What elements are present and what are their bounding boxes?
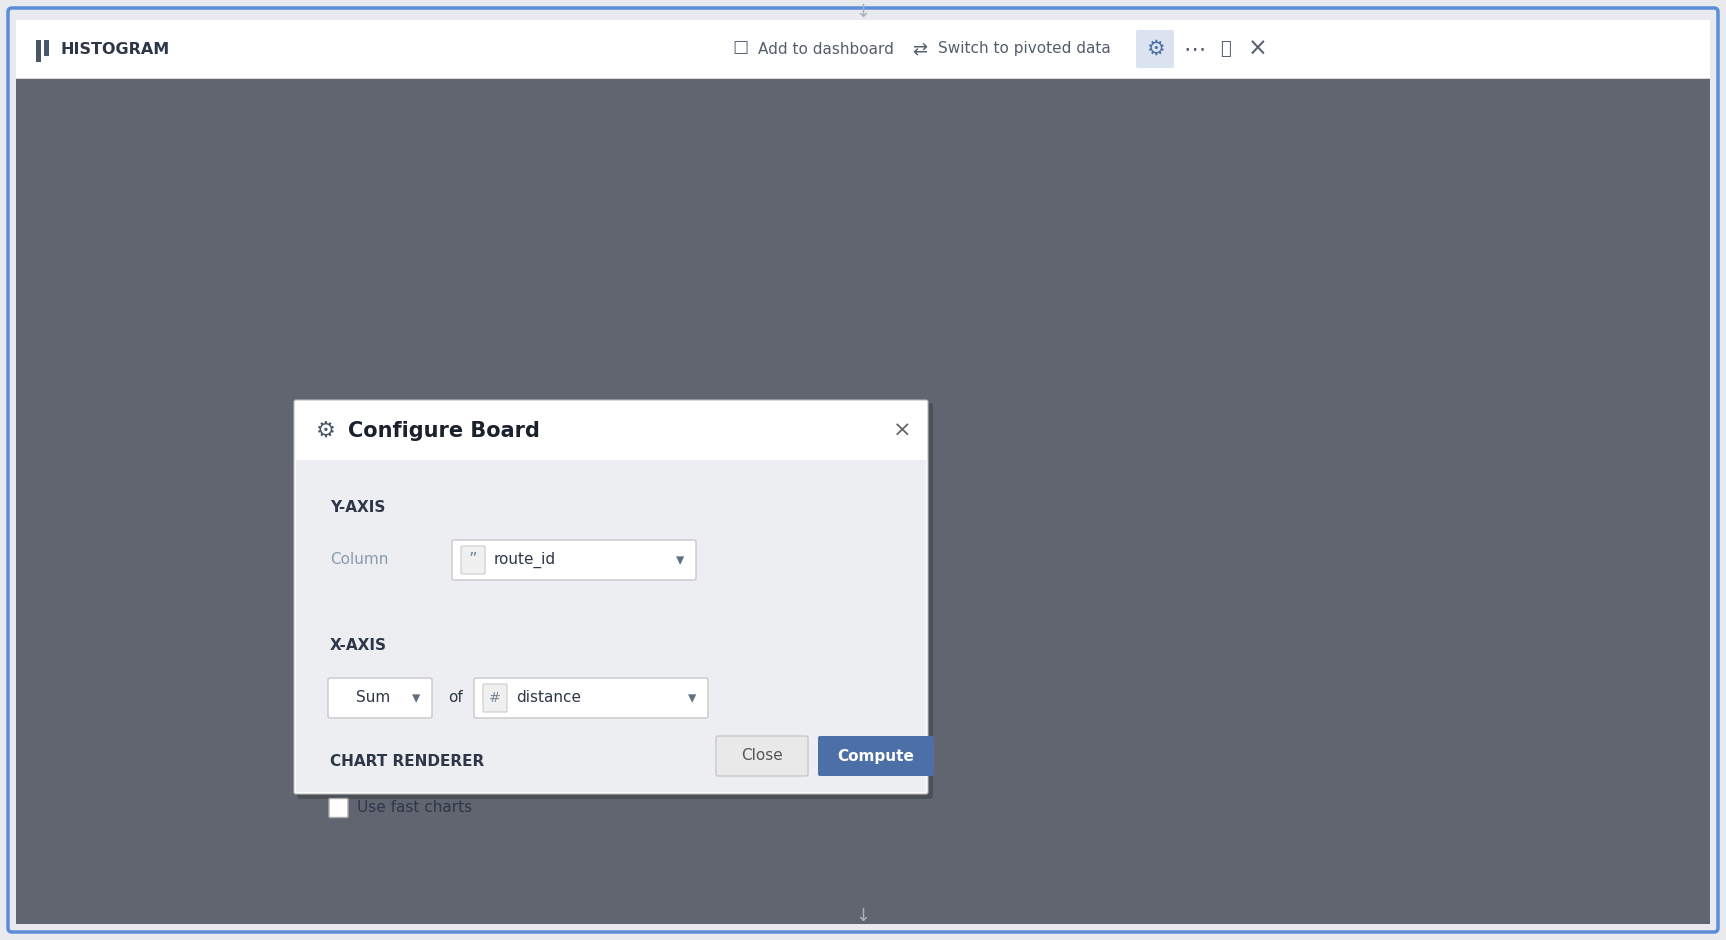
- Text: Y-AXIS: Y-AXIS: [330, 500, 385, 515]
- Text: ⚙: ⚙: [1146, 39, 1165, 59]
- Text: Add to dashboard: Add to dashboard: [758, 41, 894, 56]
- Bar: [36, 40, 41, 62]
- FancyBboxPatch shape: [293, 400, 929, 794]
- Bar: [16, 20, 1710, 78]
- FancyBboxPatch shape: [483, 684, 507, 712]
- Bar: [295, 460, 927, 792]
- Text: ▾: ▾: [689, 689, 696, 707]
- Text: Use fast charts: Use fast charts: [357, 801, 473, 816]
- Text: ⋯: ⋯: [1184, 39, 1206, 59]
- Bar: [43, 40, 48, 56]
- FancyBboxPatch shape: [9, 8, 1717, 932]
- Text: CHART RENDERER: CHART RENDERER: [330, 755, 485, 770]
- FancyBboxPatch shape: [461, 546, 485, 574]
- Text: Switch to pivoted data: Switch to pivoted data: [937, 41, 1112, 56]
- FancyBboxPatch shape: [330, 798, 349, 818]
- Text: ↓: ↓: [856, 907, 870, 925]
- Text: ×: ×: [892, 421, 911, 441]
- Bar: [295, 460, 927, 461]
- Text: #: #: [488, 691, 501, 705]
- FancyBboxPatch shape: [818, 736, 934, 776]
- Text: of: of: [449, 691, 463, 706]
- Text: ⛶: ⛶: [1220, 40, 1231, 58]
- FancyBboxPatch shape: [1136, 30, 1174, 68]
- Text: Column: Column: [330, 553, 388, 568]
- Text: route_id: route_id: [494, 552, 556, 568]
- Text: HISTOGRAM: HISTOGRAM: [60, 41, 169, 56]
- Text: Sum: Sum: [356, 691, 390, 706]
- Bar: [16, 77, 1710, 79]
- Text: Close: Close: [740, 748, 784, 763]
- Text: Configure Board: Configure Board: [349, 421, 540, 441]
- Text: ”: ”: [469, 551, 478, 569]
- Text: distance: distance: [516, 691, 582, 706]
- FancyBboxPatch shape: [452, 540, 696, 580]
- Text: ▾: ▾: [413, 689, 419, 707]
- Text: ⚙: ⚙: [316, 421, 337, 441]
- Bar: [295, 402, 927, 460]
- Text: Compute: Compute: [837, 748, 915, 763]
- Text: ×: ×: [1248, 37, 1269, 61]
- Text: ▾: ▾: [677, 551, 683, 569]
- FancyBboxPatch shape: [716, 736, 808, 776]
- Text: ⇄: ⇄: [913, 40, 927, 58]
- Text: ☐: ☐: [732, 40, 747, 58]
- Text: ↓: ↓: [856, 3, 870, 21]
- FancyBboxPatch shape: [328, 678, 432, 718]
- Text: X-AXIS: X-AXIS: [330, 638, 387, 653]
- FancyBboxPatch shape: [475, 678, 708, 718]
- FancyBboxPatch shape: [297, 403, 934, 799]
